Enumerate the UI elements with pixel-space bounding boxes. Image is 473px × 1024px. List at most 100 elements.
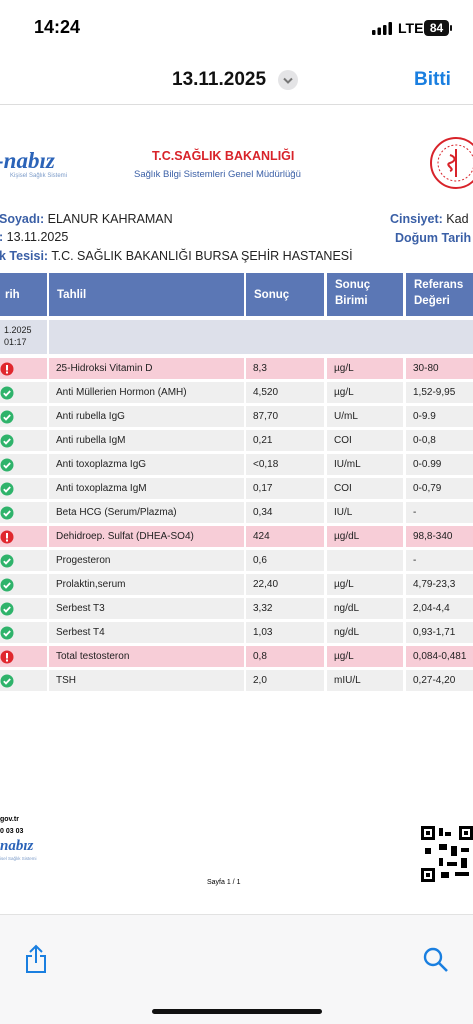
ok-icon: [0, 430, 47, 451]
label: Soyadı:: [0, 212, 45, 226]
result: 87,70: [246, 406, 324, 427]
test-name: Serbest T3: [49, 598, 244, 619]
date-line: 01:17: [4, 337, 27, 347]
ok-icon: [0, 382, 47, 403]
reference: 30-80: [406, 358, 473, 379]
battery: 84: [424, 20, 449, 36]
result: 0,17: [246, 478, 324, 499]
results-table: rih Tahlil Sonuç Sonuç Birimi Referans Değer…: [0, 273, 473, 693]
unit: IU/mL: [327, 454, 403, 475]
result: 8,3: [246, 358, 324, 379]
test-name: Anti rubella IgM: [49, 430, 244, 451]
unit: µg/L: [327, 646, 403, 667]
alert-icon: [0, 526, 47, 547]
result: 0,21: [246, 430, 324, 451]
ministry-title: T.C.SAĞLIK BAKANLIĞI: [152, 149, 295, 163]
reference: 98,8-340: [406, 526, 473, 547]
reference: 0,27-4,20: [406, 670, 473, 691]
home-indicator: [152, 1009, 322, 1014]
result: 0,8: [246, 646, 324, 667]
test-name: Beta HCG (Serum/Plazma): [49, 502, 244, 523]
reference: 0-0.99: [406, 454, 473, 475]
report-page: -nabız Kişisel Sağlık Sistemi T.C.SAĞLIK…: [0, 108, 473, 914]
ok-icon: [0, 550, 47, 571]
result: 2,0: [246, 670, 324, 691]
date-cell: 1.2025 01:17: [0, 320, 47, 354]
label: :: [0, 230, 3, 244]
search-button[interactable]: [422, 946, 450, 974]
ok-icon: [0, 478, 47, 499]
column-header: Referans Değeri: [406, 273, 473, 316]
unit: µg/L: [327, 358, 403, 379]
test-name: Anti toxoplazma IgM: [49, 478, 244, 499]
unit: IU/L: [327, 502, 403, 523]
footer-logo-tagline: isel Sağlık Sistemi: [0, 856, 37, 861]
date-line: 1.2025: [4, 325, 32, 335]
reference: 0-0,79: [406, 478, 473, 499]
result: 1,03: [246, 622, 324, 643]
reference: 2,04-4,4: [406, 598, 473, 619]
result: 424: [246, 526, 324, 547]
test-name: Serbest T4: [49, 622, 244, 643]
column-header: Sonuç: [246, 273, 324, 316]
date-row-fill: [49, 320, 473, 354]
unit: mIU/L: [327, 670, 403, 691]
date-title[interactable]: 13.11.2025: [172, 69, 267, 90]
unit: COI: [327, 478, 403, 499]
done-button[interactable]: Bitti: [414, 69, 451, 90]
reference: 0-0,8: [406, 430, 473, 451]
result: 3,32: [246, 598, 324, 619]
label: k Tesisi:: [0, 249, 49, 263]
logo: -nabız: [0, 148, 55, 173]
test-name: TSH: [49, 670, 244, 691]
report-date: 13.11.2025: [6, 230, 69, 244]
ok-icon: [0, 406, 47, 427]
column-header: rih: [0, 273, 47, 316]
signal-icon: [372, 22, 392, 35]
reference: 0-9.9: [406, 406, 473, 427]
alert-icon: [0, 358, 47, 379]
unit: [327, 550, 403, 571]
ok-icon: [0, 454, 47, 475]
share-button[interactable]: [24, 944, 48, 974]
test-name: Total testosteron: [49, 646, 244, 667]
footer-phone: 0 03 03: [0, 828, 24, 835]
test-name: Anti rubella IgG: [49, 406, 244, 427]
test-name: Prolaktin,serum: [49, 574, 244, 595]
footer-site: gov.tr: [0, 816, 19, 823]
result: 0,34: [246, 502, 324, 523]
network: LTE: [398, 20, 424, 36]
reference: 4,79-23,3: [406, 574, 473, 595]
date-dropdown[interactable]: [278, 70, 298, 90]
result: 4,520: [246, 382, 324, 403]
alert-icon: [0, 646, 47, 667]
test-name: Dehidroep. Sulfat (DHEA-SO4): [49, 526, 244, 547]
patient-name: ELANUR KAHRAMAN: [47, 212, 173, 226]
reference: -: [406, 502, 473, 523]
label: Cinsiyet:: [390, 212, 443, 226]
label: Doğum Tarih: [395, 231, 472, 245]
reference: 0,084-0,481: [406, 646, 473, 667]
reference: 0,93-1,71: [406, 622, 473, 643]
unit: ng/dL: [327, 622, 403, 643]
ministry-emblem: [430, 137, 473, 189]
unit: µg/dL: [327, 526, 403, 547]
unit: µg/L: [327, 574, 403, 595]
unit: U/mL: [327, 406, 403, 427]
ok-icon: [0, 622, 47, 643]
column-header: Sonuç Birimi: [327, 273, 403, 316]
qr-code: [421, 826, 473, 882]
page-number: Sayfa 1 / 1: [207, 879, 241, 886]
facility: T.C. SAĞLIK BAKANLIĞI BURSA ŞEHİR HASTAN…: [51, 249, 353, 263]
result: <0,18: [246, 454, 324, 475]
ok-icon: [0, 670, 47, 691]
toolbar: [0, 914, 473, 1024]
ministry-subtitle: Sağlık Bilgi Sistemleri Genel Müdürlüğü: [134, 169, 301, 180]
test-name: Anti Müllerien Hormon (AMH): [49, 382, 244, 403]
test-name: Progesteron: [49, 550, 244, 571]
unit: µg/L: [327, 382, 403, 403]
ok-icon: [0, 598, 47, 619]
unit: ng/dL: [327, 598, 403, 619]
reference: -: [406, 550, 473, 571]
